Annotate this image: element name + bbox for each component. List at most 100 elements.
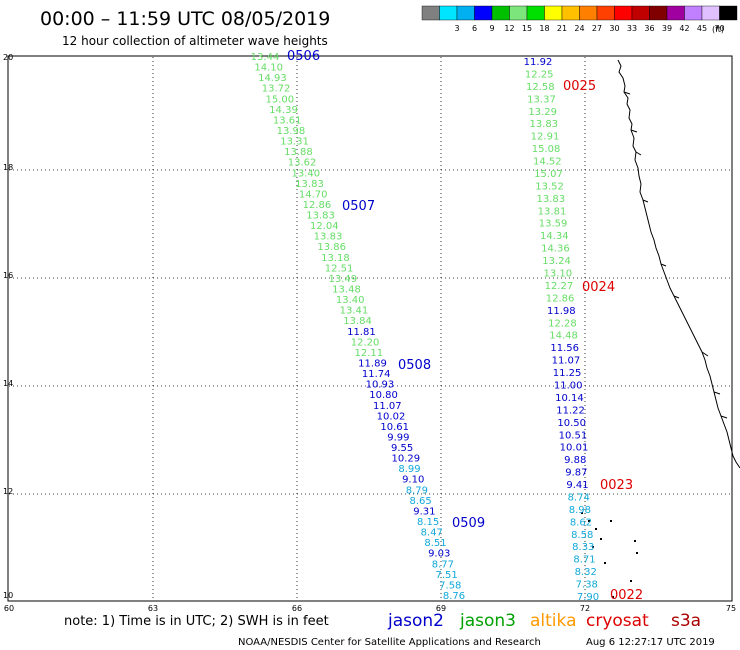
swh-value: 9.31 [413, 507, 435, 518]
island-dot [604, 562, 606, 564]
satellite-legend: jason2 jason3 altika cryosat s3a [387, 611, 701, 631]
swh-value: 8.76 [443, 591, 465, 602]
coastline [617, 59, 740, 469]
swh-value: 8.51 [424, 538, 446, 549]
legend-label: 15 [522, 24, 532, 33]
swh-value: 10.29 [391, 454, 420, 465]
y-tick-label: 12 [3, 487, 13, 496]
swh-value: 8.47 [421, 528, 443, 539]
legend-swatch [666, 5, 685, 21]
swh-value: 8.74 [568, 493, 590, 504]
legend-label: 30 [609, 24, 619, 33]
swh-value: 10.01 [560, 443, 589, 454]
legend-swatch [684, 5, 703, 21]
island-dot [610, 520, 612, 522]
legend-swatch [701, 5, 720, 21]
swh-value: 11.07 [552, 356, 581, 367]
swh-value: 9.03 [428, 549, 450, 560]
y-tick-label: 18 [3, 163, 13, 172]
swh-value: 8.98 [569, 505, 591, 516]
swh-value: 9.88 [564, 455, 586, 466]
island-dot [636, 552, 638, 554]
swh-value: 13.83 [314, 232, 343, 243]
swh-value: 9.10 [402, 475, 424, 486]
swh-value: 15.00 [265, 94, 294, 105]
pass-label: 0506 [287, 49, 320, 64]
island-dot [581, 512, 583, 514]
swh-value: 13.88 [284, 147, 313, 158]
swh-value: 11.81 [347, 327, 376, 338]
swh-value: 11.22 [556, 405, 585, 416]
swh-value: 13.10 [543, 269, 572, 280]
legend-label: 21 [557, 24, 567, 33]
legend-swatch [561, 5, 580, 21]
swh-value: 9.99 [387, 433, 409, 444]
satellite-name: jason3 [459, 611, 516, 631]
map-title: 00:00 – 11:59 UTC 08/05/2019 [40, 8, 330, 30]
swh-value: 7.90 [577, 592, 599, 603]
island-dot [595, 528, 597, 530]
swh-value: 12.04 [310, 221, 339, 232]
legend-label: 33 [627, 24, 637, 33]
swh-value: 10.61 [380, 422, 409, 433]
swh-value: 13.29 [528, 107, 557, 118]
x-tick-label: 60 [4, 604, 14, 613]
swh-value: 14.34 [540, 231, 569, 242]
x-tick-label: 72 [580, 604, 590, 613]
swh-value: 13.41 [340, 306, 369, 317]
swh-value: 13.72 [262, 84, 291, 95]
swh-value: 13.52 [535, 181, 564, 192]
swh-value: 9.87 [565, 468, 587, 479]
swh-value: 13.81 [538, 206, 567, 217]
swh-value: 14.36 [541, 244, 570, 255]
color-scale-legend: 3 6 9 12 15 18 21 24 27 30 33 36 39 42 45 70 [421, 5, 738, 33]
swh-value: 13.37 [527, 94, 556, 105]
swh-value: 13.48 [332, 285, 361, 296]
island-dot [588, 520, 590, 522]
swh-value: 12.11 [354, 348, 383, 359]
swh-value: 13.84 [343, 316, 372, 327]
swh-value: 12.51 [325, 263, 354, 274]
legend-swatch [579, 5, 598, 21]
swh-value: 8.77 [432, 559, 454, 570]
swh-value: 12.58 [526, 82, 555, 93]
coast-inlet [623, 91, 728, 419]
legend-label: 24 [574, 24, 584, 33]
swh-value: 13.24 [542, 256, 571, 267]
y-tick-label: 16 [3, 271, 13, 280]
swh-value: 13.83 [306, 211, 335, 222]
x-tick-label: 75 [726, 604, 736, 613]
swh-value: 8.15 [417, 517, 439, 528]
swh-value: 13.83 [529, 119, 558, 130]
swh-value: 13.18 [321, 253, 350, 264]
swh-value: 14.93 [258, 73, 287, 84]
swh-value: 12.86 [546, 293, 575, 304]
swh-value: 11.00 [554, 381, 583, 392]
swh-value: 8.65 [409, 496, 431, 507]
swh-value: 11.74 [362, 369, 391, 380]
legend-label: 42 [679, 24, 689, 33]
legend-label: 45 [697, 24, 707, 33]
axis-tick-labels: 60 63 66 69 72 75 10 12 14 16 18 20 [3, 53, 736, 613]
swh-value: 12.25 [525, 69, 554, 80]
island-dot [592, 546, 594, 548]
coastline-main [617, 59, 740, 469]
lat-lon-grid [9, 57, 731, 600]
y-tick-label: 20 [3, 53, 13, 62]
island-dot [612, 596, 614, 598]
swh-value: 7.51 [435, 570, 457, 581]
pass-label: 0025 [563, 79, 596, 94]
swh-value: 9.55 [391, 443, 413, 454]
legend-swatch [509, 5, 528, 21]
swh-value: 8.62 [570, 517, 592, 528]
swh-value: 10.02 [377, 411, 406, 422]
legend-label: 9 [489, 24, 494, 33]
footer-note: note: 1) Time is in UTC; 2) SWH is in fe… [64, 614, 329, 629]
legend-swatch [526, 5, 545, 21]
pass-label: 0507 [342, 199, 375, 214]
satellite-name: cryosat [586, 611, 649, 631]
swh-value: 13.62 [288, 158, 317, 169]
swh-value: 12.28 [548, 318, 577, 329]
x-tick-label: 66 [292, 604, 302, 613]
